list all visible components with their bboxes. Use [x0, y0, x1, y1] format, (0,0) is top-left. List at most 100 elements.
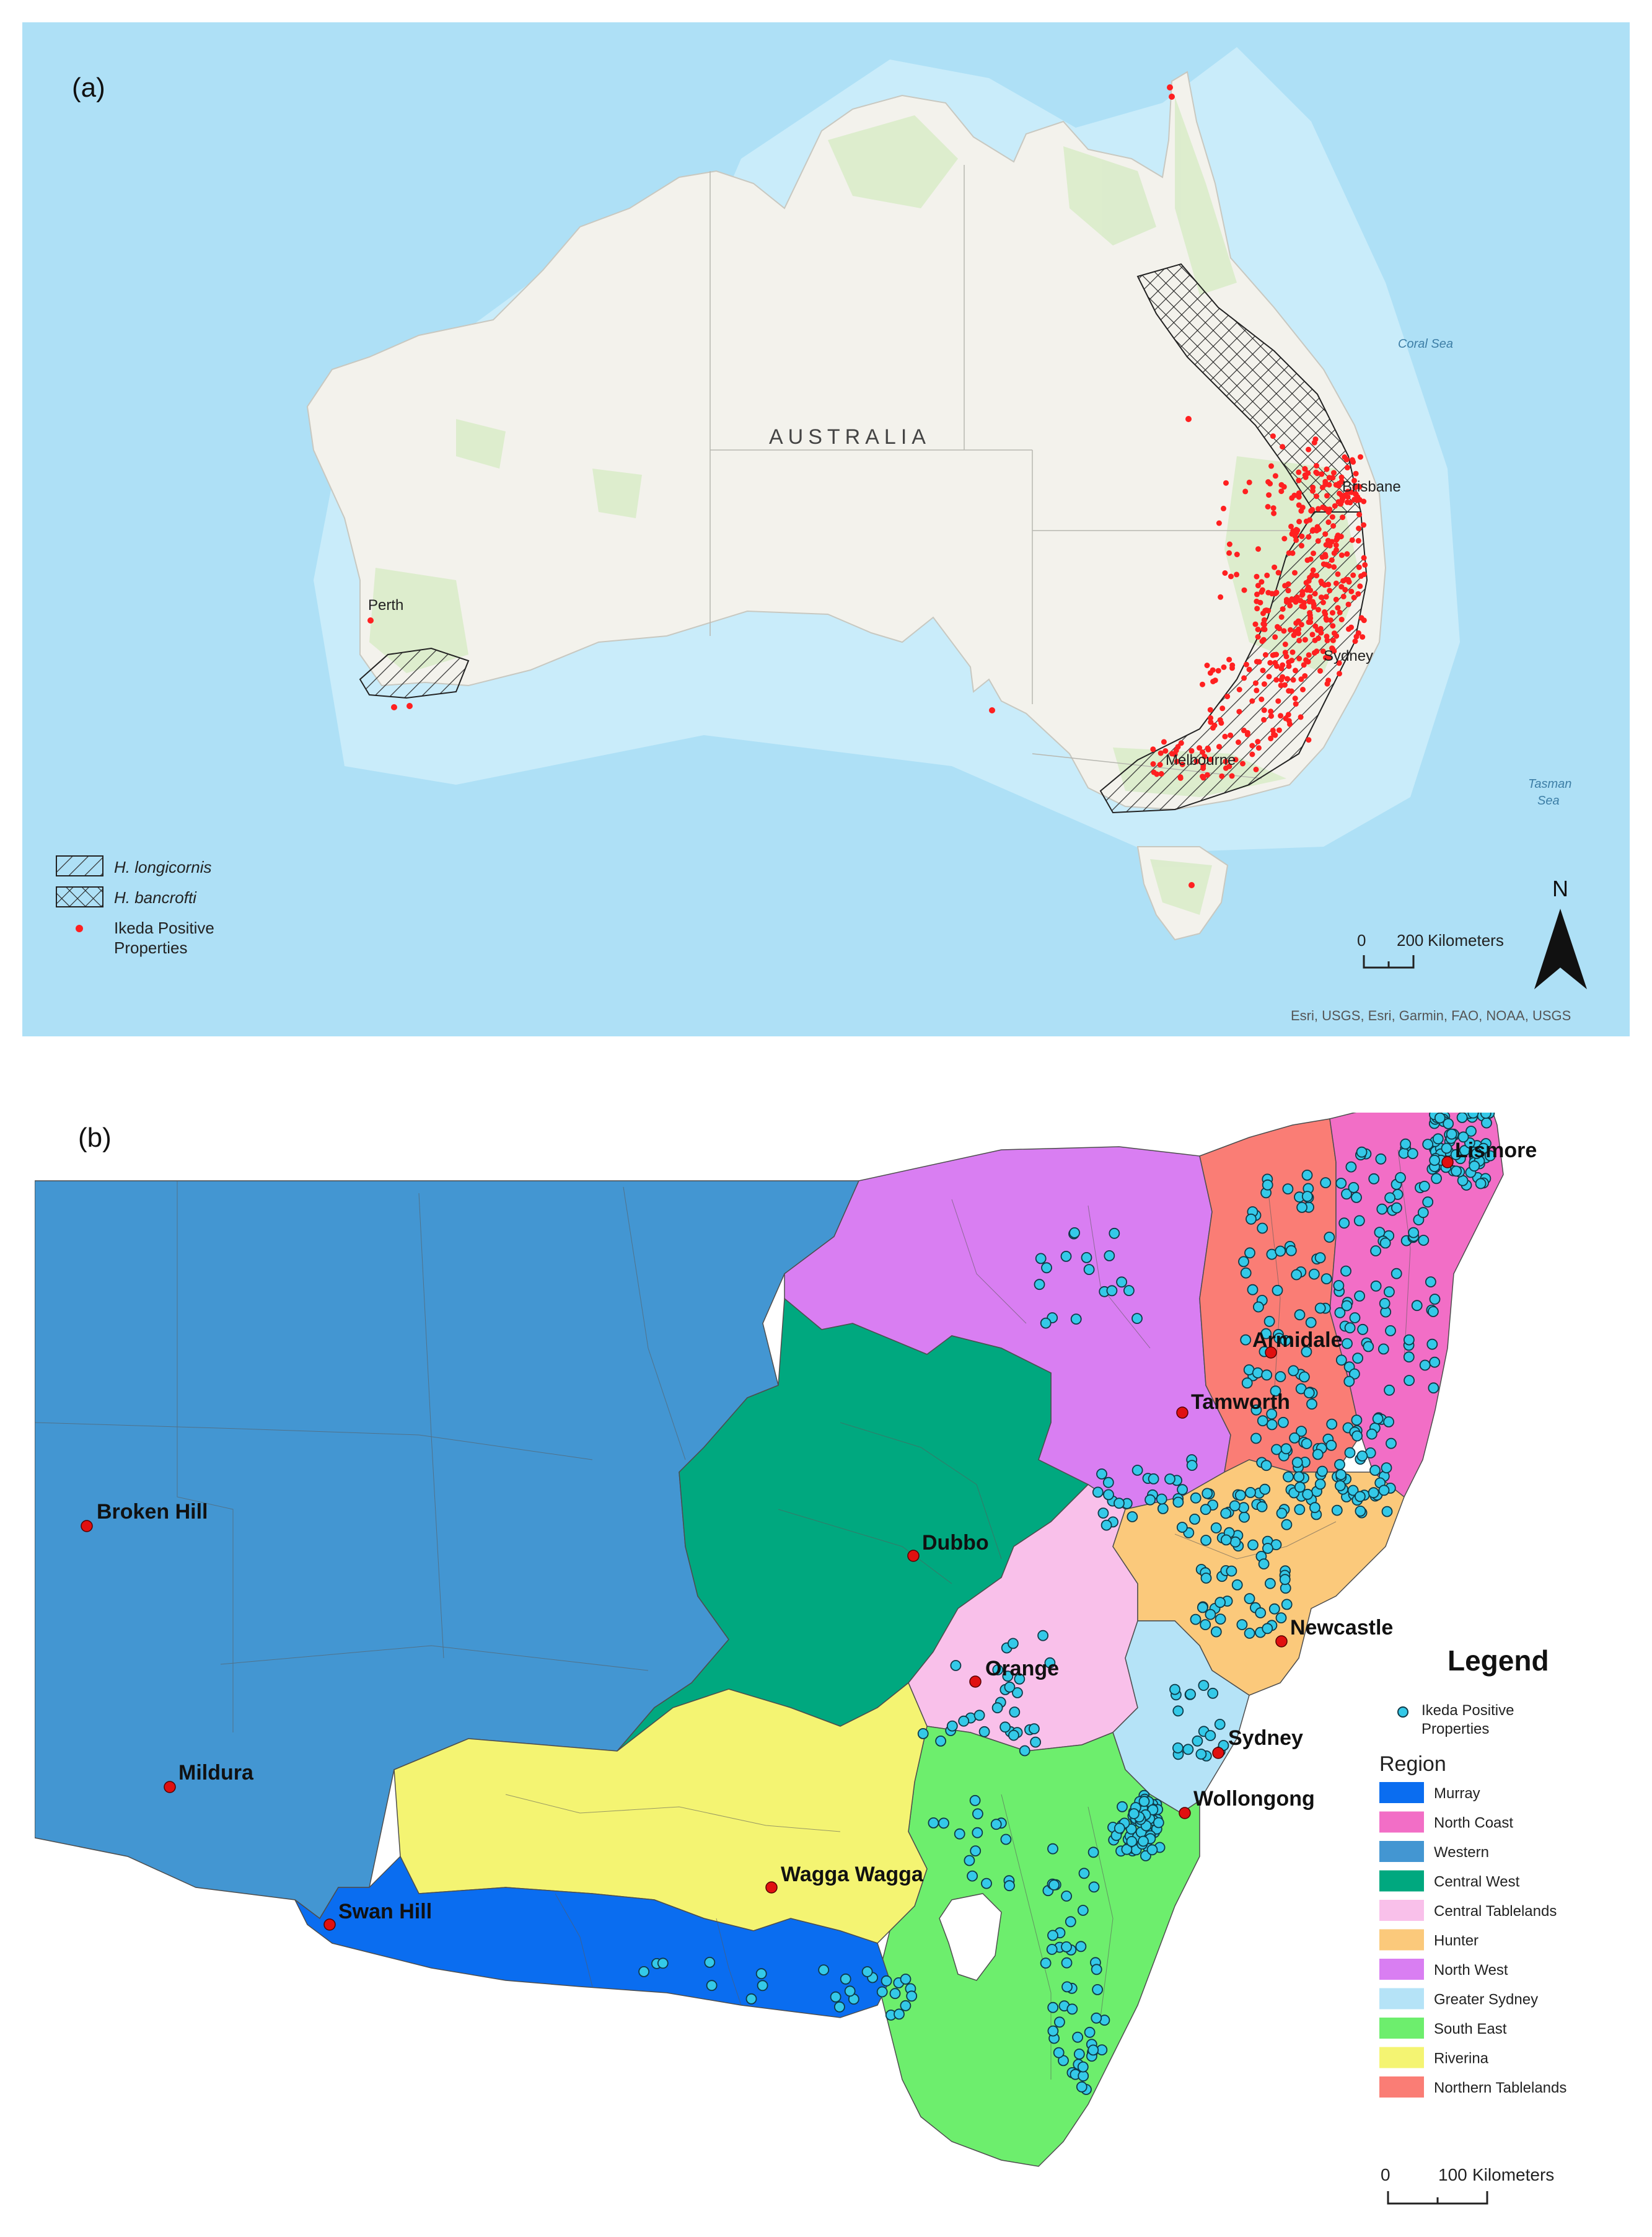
ikeda-point-a: [1271, 510, 1277, 516]
city-label-tamworth: Tamworth: [1191, 1390, 1290, 1414]
ikeda-point-b: [1030, 1736, 1041, 1748]
ikeda-point-b: [1296, 1426, 1307, 1437]
ikeda-point-a: [1259, 579, 1265, 585]
ikeda-point-a: [1241, 587, 1247, 593]
ikeda-point-b: [1355, 1506, 1366, 1517]
ikeda-point-b: [1002, 1670, 1014, 1682]
ikeda-point-b: [1384, 1384, 1395, 1396]
ikeda-point-a: [1290, 649, 1296, 655]
ikeda-point-b: [1164, 1473, 1175, 1485]
ikeda-point-a: [1234, 552, 1240, 557]
ikeda-point-b: [906, 1990, 918, 2002]
ikeda-point-b: [1061, 1891, 1072, 1902]
ikeda-point-a: [1325, 509, 1332, 515]
ikeda-point-b: [967, 1870, 978, 1882]
ikeda-point-a: [1355, 537, 1361, 544]
ikeda-point-b: [1302, 1488, 1314, 1500]
ikeda-point-a: [1281, 682, 1288, 688]
ikeda-point-b: [1138, 1835, 1149, 1847]
ikeda-positive-points-b: [638, 1107, 1496, 2095]
ikeda-point-b: [1265, 1577, 1276, 1589]
ikeda-point-b: [1259, 1483, 1271, 1495]
ikeda-point-a: [1226, 656, 1232, 663]
ikeda-point-a: [1212, 677, 1218, 684]
ikeda-point-a: [1320, 505, 1326, 510]
ikeda-point-b: [1182, 1744, 1194, 1755]
ikeda-point-b: [1309, 1502, 1320, 1514]
ikeda-point-a: [1351, 477, 1357, 483]
ikeda-point-a: [1254, 687, 1260, 694]
ikeda-point-b: [1262, 1623, 1273, 1635]
ikeda-point-a: [1327, 542, 1333, 549]
city-label-mildura: Mildura: [178, 1761, 254, 1785]
ikeda-point-b: [1301, 1346, 1312, 1357]
ikeda-point-a: [1307, 594, 1313, 600]
ikeda-point-a: [1254, 573, 1260, 580]
ikeda-point-a: [1286, 663, 1292, 669]
ikeda-point-a: [1161, 739, 1167, 745]
ikeda-point-b: [1291, 1269, 1303, 1281]
ikeda-point-a: [1289, 658, 1295, 664]
ikeda-point-b: [1379, 1237, 1391, 1249]
ikeda-point-b: [1296, 1201, 1307, 1213]
ikeda-point-a: [1222, 733, 1228, 739]
ikeda-point-a: [1216, 744, 1222, 750]
ikeda-point-b: [1226, 1565, 1237, 1577]
scale-unit-b: Kilometers: [1472, 2165, 1554, 2184]
ikeda-point-a: [1325, 655, 1331, 660]
ikeda-point-a: [1254, 591, 1260, 598]
ikeda-point-a: [1270, 505, 1276, 511]
ikeda-point-b: [1431, 1173, 1443, 1185]
legend-swatch-central-west: [1379, 1870, 1424, 1892]
ikeda-point-a: [1185, 416, 1192, 422]
ikeda-point-b: [1391, 1268, 1402, 1279]
ikeda-point-b: [1434, 1112, 1446, 1124]
ikeda-point-a: [1331, 630, 1337, 637]
legend-a: H. longicornis H. bancrofti Ikeda Positi…: [56, 855, 214, 957]
ikeda-point-a: [1306, 599, 1312, 605]
ikeda-point-b: [706, 1980, 718, 1992]
city-label-swan-hill: Swan Hill: [338, 1900, 432, 1923]
ikeda-point-a: [1261, 717, 1267, 723]
ikeda-point-b: [1061, 1957, 1073, 1969]
nsw-regions-map: (b): [34, 1087, 1566, 2205]
scale-zero-b: 0: [1381, 2165, 1391, 2184]
ikeda-point-a: [1200, 762, 1206, 769]
ikeda-point-a: [1282, 642, 1288, 647]
ikeda-point-b: [1427, 1306, 1439, 1317]
ikeda-point-a: [1229, 665, 1235, 671]
ikeda-point-a: [1278, 614, 1285, 620]
ikeda-point-b: [1356, 1450, 1368, 1462]
city-marker-orange: [969, 1675, 982, 1688]
ikeda-point-a: [1252, 621, 1259, 627]
ikeda-point-a: [1167, 84, 1173, 90]
ikeda-point-a: [1322, 531, 1329, 537]
ikeda-point-a: [1318, 630, 1324, 636]
ikeda-point-a: [1340, 593, 1347, 599]
ikeda-point-a: [1348, 588, 1355, 594]
ikeda-point-b: [1215, 1613, 1226, 1625]
ikeda-point-b: [1238, 1502, 1249, 1514]
ikeda-point-b: [1008, 1638, 1019, 1649]
city-marker-sydney: [1212, 1747, 1224, 1759]
ikeda-point-b: [1475, 1178, 1487, 1189]
ikeda-point-a: [1358, 454, 1363, 460]
ikeda-point-b: [1325, 1439, 1337, 1451]
ikeda-point-a: [1296, 502, 1302, 508]
ikeda-point-a: [1281, 536, 1288, 542]
ikeda-point-b: [1352, 1352, 1364, 1364]
ikeda-point-b: [972, 1808, 983, 1820]
ikeda-point-a: [989, 707, 995, 713]
ikeda-point-b: [1306, 1398, 1317, 1410]
ikeda-point-b: [1314, 1478, 1326, 1490]
scale-value-a: 200: [1397, 931, 1423, 950]
ikeda-point-b: [1341, 1300, 1353, 1312]
ikeda-point-a: [1268, 713, 1274, 719]
ikeda-point-a: [1325, 519, 1332, 525]
ikeda-point-a: [1253, 680, 1259, 686]
ikeda-point-b: [1467, 1107, 1479, 1119]
ikeda-point-b: [1040, 1317, 1052, 1329]
ikeda-point-a: [1291, 632, 1297, 638]
ikeda-point-a: [1266, 492, 1272, 498]
city-label-wagga-wagga: Wagga Wagga: [781, 1863, 924, 1886]
